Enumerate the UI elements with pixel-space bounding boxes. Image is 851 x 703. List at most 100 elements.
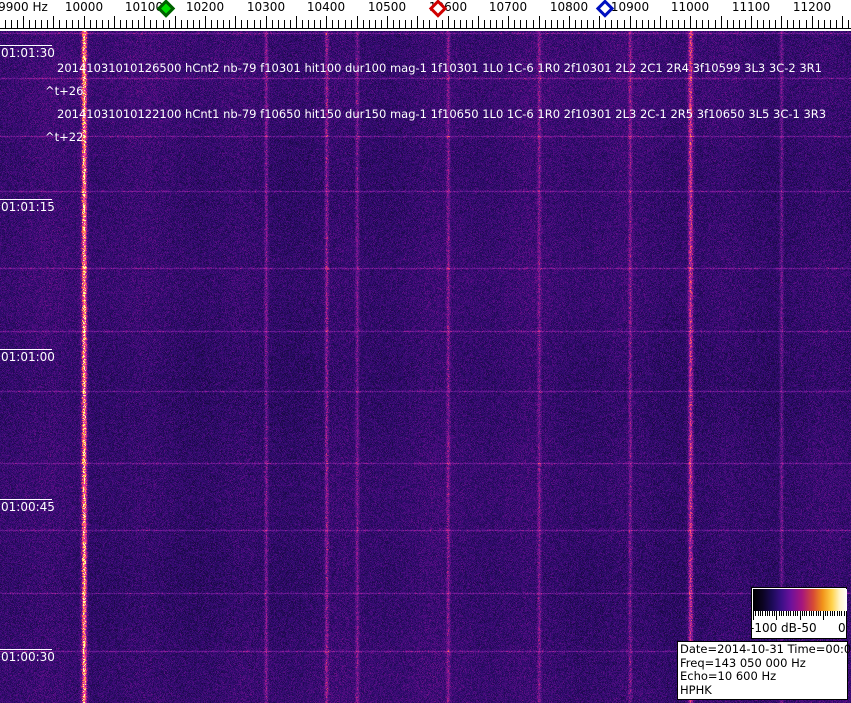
freq-tick-minor: [696, 20, 697, 28]
freq-tick-minor: [369, 20, 370, 28]
colorbar-tick-minor: [802, 611, 803, 616]
freq-tick-minor: [254, 20, 255, 28]
freq-tick-minor: [381, 20, 382, 28]
freq-tick-major: [842, 16, 843, 28]
freq-tick-minor: [41, 20, 42, 28]
freq-tick-minor: [90, 20, 91, 28]
freq-axis-label: 11000: [670, 0, 710, 14]
freq-tick-major: [53, 16, 54, 28]
freq-tick-minor: [490, 20, 491, 28]
colorbar-labels: -100 dB -50 0: [750, 621, 846, 637]
freq-tick-minor: [775, 20, 776, 28]
freq-axis-label: 10800: [549, 0, 589, 14]
spectrogram-canvas[interactable]: [0, 31, 851, 703]
freq-tick-minor: [520, 20, 521, 28]
freq-tick-minor: [806, 20, 807, 28]
colorbar-tick-minor: [837, 611, 838, 616]
freq-tick-minor: [533, 20, 534, 28]
freq-tick-major: [751, 16, 752, 28]
freq-tick-minor: [733, 20, 734, 28]
colorbar-tick-minor: [825, 611, 826, 616]
freq-tick-minor: [666, 20, 667, 28]
time-gridline: [0, 199, 52, 200]
freq-tick-major: [569, 16, 570, 28]
info-line-date: Date=2014-10-31 Time=00:00 UTC: [680, 642, 851, 656]
freq-tick-major: [144, 16, 145, 28]
freq-tick-minor: [120, 20, 121, 28]
colorbar-tick-minor: [788, 611, 789, 616]
colorbar-tick-minor: [841, 611, 842, 616]
echo-annotation-line: 20141031010122100 hCnt1 nb-79 f10650 hit…: [57, 107, 827, 121]
colorbar-gradient: [753, 589, 847, 611]
colorbar-tick-minor: [760, 611, 761, 616]
freq-tick-major: [235, 16, 236, 28]
freq-tick-major: [660, 16, 661, 28]
freq-tick-major: [326, 16, 327, 28]
freq-tick-minor: [29, 20, 30, 28]
freq-tick-minor: [181, 20, 182, 28]
colorbar-tick-major: [823, 611, 824, 620]
freq-tick-major: [387, 16, 388, 28]
axis-baseline: [0, 28, 851, 29]
freq-tick-minor: [223, 20, 224, 28]
freq-tick-minor: [739, 20, 740, 28]
freq-tick-minor: [763, 20, 764, 28]
freq-tick-minor: [593, 20, 594, 28]
freq-tick-major: [114, 16, 115, 28]
freq-tick-minor: [575, 20, 576, 28]
freq-tick-minor: [460, 20, 461, 28]
freq-tick-minor: [587, 20, 588, 28]
colorbar-tick-minor: [793, 611, 794, 616]
colorbar-tick-minor: [783, 611, 784, 616]
freq-tick-minor: [648, 20, 649, 28]
freq-axis-label: 9900 Hz: [0, 0, 48, 14]
colorbar-tick-minor: [762, 611, 763, 616]
echo-annotation-line: 20141031010126500 hCnt2 nb-79 f10301 hit…: [57, 61, 822, 75]
colorbar-tick-minor: [809, 611, 810, 616]
freq-tick-minor: [423, 20, 424, 28]
freq-tick-minor: [351, 20, 352, 28]
freq-tick-minor: [642, 20, 643, 28]
freq-axis-label: 10300: [246, 0, 286, 14]
freq-tick-minor: [557, 20, 558, 28]
colorbar-tick-major: [776, 611, 777, 620]
info-line-echo: Echo=10 600 Hz: [680, 669, 777, 683]
freq-tick-minor: [247, 20, 248, 28]
freq-tick-minor: [745, 20, 746, 28]
freq-tick-major: [478, 16, 479, 28]
freq-tick-major: [266, 16, 267, 28]
freq-tick-minor: [563, 20, 564, 28]
freq-tick-minor: [35, 20, 36, 28]
colorbar-label-min: -100 dB: [750, 621, 797, 635]
freq-tick-major: [84, 16, 85, 28]
freq-tick-minor: [217, 20, 218, 28]
colorbar-label-max: 0: [838, 621, 846, 635]
legend-panel: -100 dB -50 0 Date=2014-10-31 Time=00:00…: [677, 587, 851, 700]
colorbar-label-mid: -50: [797, 621, 817, 635]
freq-tick-minor: [824, 20, 825, 28]
colorbar-tick-minor: [818, 611, 819, 616]
freq-tick-minor: [624, 20, 625, 28]
info-line-freq: Freq=143 050 000 Hz: [680, 655, 806, 670]
time-gridline: [0, 45, 52, 46]
freq-tick-minor: [320, 20, 321, 28]
freq-axis-label: 10900: [610, 0, 650, 14]
frequency-axis: 9900 Hz 10000 10100 10200 10300 10400 10500 106…: [0, 0, 851, 31]
freq-tick-major: [23, 16, 24, 28]
freq-tick-minor: [5, 20, 6, 28]
freq-tick-major: [721, 16, 722, 28]
freq-tick-minor: [278, 20, 279, 28]
freq-tick-minor: [466, 20, 467, 28]
freq-tick-minor: [241, 20, 242, 28]
colorbar-tick-minor: [806, 611, 807, 616]
freq-tick-minor: [272, 20, 273, 28]
spectrogram-display[interactable]: 01:01:30 01:01:15 01:01:00 01:00:45 01:00:30…: [0, 31, 851, 703]
freq-tick-major: [296, 16, 297, 28]
freq-tick-major: [357, 16, 358, 28]
freq-tick-minor: [302, 20, 303, 28]
freq-tick-minor: [617, 20, 618, 28]
freq-tick-major: [205, 16, 206, 28]
freq-tick-minor: [290, 20, 291, 28]
freq-tick-minor: [284, 20, 285, 28]
colorbar-tick-minor: [816, 611, 817, 616]
